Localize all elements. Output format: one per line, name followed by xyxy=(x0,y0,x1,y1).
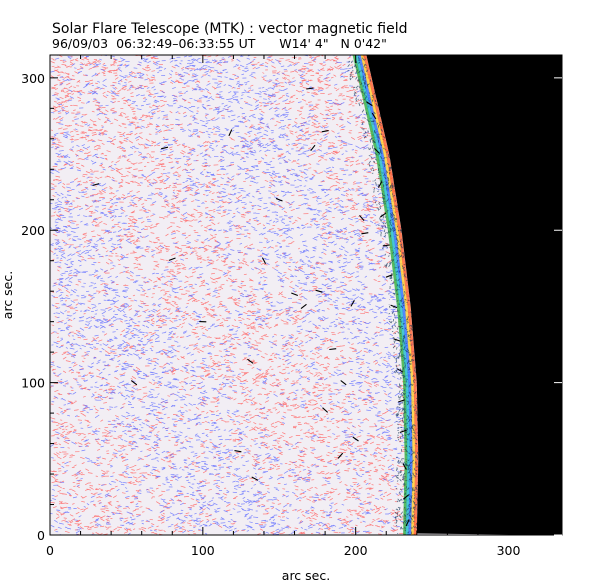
field-vector xyxy=(382,244,390,247)
x-tick-label: 200 xyxy=(344,543,368,558)
field-vector xyxy=(403,494,410,500)
field-vector xyxy=(261,257,267,265)
plot-frame xyxy=(49,54,563,536)
field-vector xyxy=(371,112,377,120)
field-vector xyxy=(329,348,337,351)
transverse-field-vectors xyxy=(92,87,410,527)
field-vector xyxy=(396,368,404,373)
y-axis-label: arc sec. xyxy=(0,271,15,319)
y-tick-label: 200 xyxy=(21,223,45,238)
negative-field-dashes xyxy=(50,55,423,535)
field-vector xyxy=(361,232,369,235)
chart-title: Solar Flare Telescope (MTK) : vector mag… xyxy=(52,21,408,37)
limb-contours xyxy=(347,55,419,535)
field-vector xyxy=(291,292,298,297)
x-tick-label: 100 xyxy=(191,543,215,558)
x-tick-label: 0 xyxy=(46,543,54,558)
field-vector xyxy=(321,130,329,133)
field-vector xyxy=(234,450,242,453)
limb-fringe xyxy=(347,57,419,534)
y-tick-label: 100 xyxy=(21,376,45,391)
off-disk-region xyxy=(366,55,562,535)
field-vector xyxy=(377,181,383,188)
field-vector xyxy=(228,129,233,137)
field-vector xyxy=(385,274,393,278)
field-vector xyxy=(251,476,259,481)
field-vector xyxy=(322,407,329,413)
field-vector xyxy=(275,197,283,202)
field-vector xyxy=(380,212,387,218)
field-vector xyxy=(337,452,344,459)
field-vector xyxy=(366,101,373,107)
field-vector xyxy=(393,338,401,342)
field-vector xyxy=(92,183,100,186)
limb-contour-band xyxy=(360,55,416,535)
field-vector xyxy=(130,380,138,386)
field-vector xyxy=(390,304,398,309)
limb-contour-band xyxy=(355,55,411,535)
field-vector xyxy=(340,380,347,386)
plot-area xyxy=(50,55,562,535)
field-vector xyxy=(300,303,307,310)
field-vector xyxy=(247,358,254,364)
field-vector xyxy=(350,300,355,307)
field-vector xyxy=(315,289,323,293)
field-vector xyxy=(374,148,380,154)
field-vector xyxy=(352,436,359,442)
field-vector xyxy=(405,519,410,527)
x-axis-label: arc sec. xyxy=(282,568,330,583)
field-vector xyxy=(402,463,407,470)
y-tick-label: 0 xyxy=(37,528,45,543)
field-vector xyxy=(310,144,316,152)
field-vector xyxy=(398,399,405,403)
field-vector xyxy=(399,429,407,434)
field-vector xyxy=(168,257,176,261)
axis-ticks: 0 100 200 300 0 100 200 300 xyxy=(21,55,562,558)
field-vector xyxy=(161,146,169,150)
x-tick-label: 300 xyxy=(497,543,521,558)
field-vector xyxy=(359,215,365,222)
field-vector xyxy=(306,87,314,90)
observation-info: 96/09/03 06:32:49–06:33:55 UT W14' 4" N … xyxy=(52,36,387,51)
y-tick-label: 300 xyxy=(21,71,45,86)
